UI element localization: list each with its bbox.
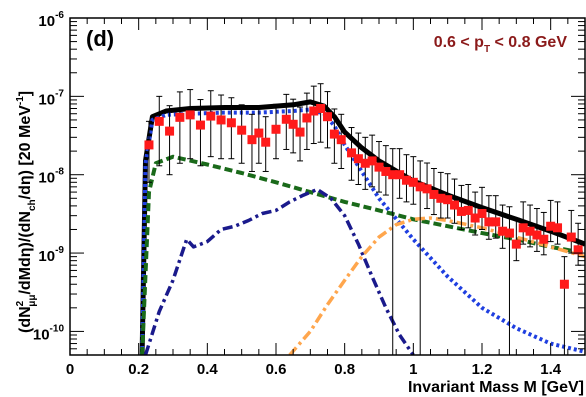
data-point [154, 116, 164, 126]
data-point [456, 206, 466, 216]
x-tick-label: 0.4 [197, 361, 219, 378]
y-tick-label: 10-8 [38, 167, 64, 187]
data-point [347, 148, 357, 158]
data-point [381, 166, 391, 176]
data-point [408, 177, 418, 187]
data-point [566, 232, 576, 242]
x-tick-label: 1.2 [472, 361, 493, 378]
y-tick-label: 10-9 [38, 245, 64, 265]
data-point [329, 129, 339, 139]
data-point [477, 208, 487, 218]
data-point [206, 111, 216, 121]
data-point [463, 205, 473, 215]
x-tick-label: 0.8 [334, 361, 355, 378]
x-tick-label: 0 [66, 361, 74, 378]
data-point [450, 200, 460, 210]
data-point [415, 182, 425, 192]
data-point [216, 115, 226, 125]
data-point [316, 103, 326, 113]
panel-label: (d) [86, 26, 114, 51]
chart-data-points [144, 83, 583, 355]
data-point [518, 223, 528, 233]
data-point [281, 114, 291, 124]
x-tick-label: 1.4 [540, 361, 562, 378]
data-point [553, 223, 563, 233]
data-point [367, 156, 377, 166]
y-tick-label: 10-10 [33, 323, 65, 343]
data-point [443, 195, 453, 205]
data-point [470, 213, 480, 223]
x-axis-title: Invariant Mass M [GeV] [408, 379, 584, 396]
data-point [491, 217, 501, 227]
data-point [309, 106, 319, 116]
data-point [573, 245, 583, 255]
series-orange_dashdot-line [288, 216, 585, 355]
data-point [395, 170, 405, 180]
data-point [504, 228, 514, 238]
data-point [247, 135, 257, 145]
data-point [271, 124, 281, 134]
data-point [323, 112, 332, 122]
data-point [237, 125, 247, 135]
data-point [422, 184, 432, 194]
data-point [388, 170, 398, 180]
data-point [532, 230, 542, 240]
data-point [511, 239, 521, 249]
data-point [144, 140, 154, 150]
series-green_dashed-line [140, 154, 585, 355]
data-point [546, 221, 556, 231]
data-point [254, 128, 264, 138]
series-total-line [139, 99, 585, 355]
data-point [185, 110, 195, 120]
data-point [295, 127, 305, 137]
x-tick-label: 0.6 [266, 361, 287, 378]
pt-range-label: 0.6 < pT < 0.8 GeV [434, 34, 568, 55]
chart-curves [139, 99, 585, 355]
data-point [360, 158, 370, 168]
data-point [401, 175, 411, 185]
data-point [436, 193, 446, 203]
y-tick-label: 10-6 [38, 10, 64, 30]
data-point [195, 120, 205, 130]
x-tick-label: 0.2 [128, 361, 149, 378]
data-point [374, 162, 384, 172]
data-point [539, 234, 549, 244]
x-tick-label: 1 [409, 361, 417, 378]
data-point [226, 118, 236, 128]
data-point [288, 119, 298, 129]
data-point [429, 189, 439, 199]
series-blue_dotted-line [140, 107, 585, 355]
y-tick-label: 10-7 [38, 88, 64, 108]
data-point [559, 279, 569, 289]
data-point [498, 226, 508, 236]
data-point [261, 137, 271, 147]
y-axis-title: (dN2μμ/dMdη)/(dNch/dη) [20 MeV-1] [15, 91, 38, 333]
series-navy_dashdot-line [143, 187, 415, 355]
data-point [353, 154, 363, 164]
data-point [525, 226, 535, 236]
data-point [175, 112, 185, 122]
chart-axes: 0 0.2 0.4 0.6 0.8 1 1.2 1.4 10-10 10-9 10-8 10-7 10-… [33, 10, 586, 378]
data-point [484, 217, 494, 227]
data-point [165, 126, 175, 136]
data-point [336, 135, 346, 145]
data-point [302, 113, 312, 123]
